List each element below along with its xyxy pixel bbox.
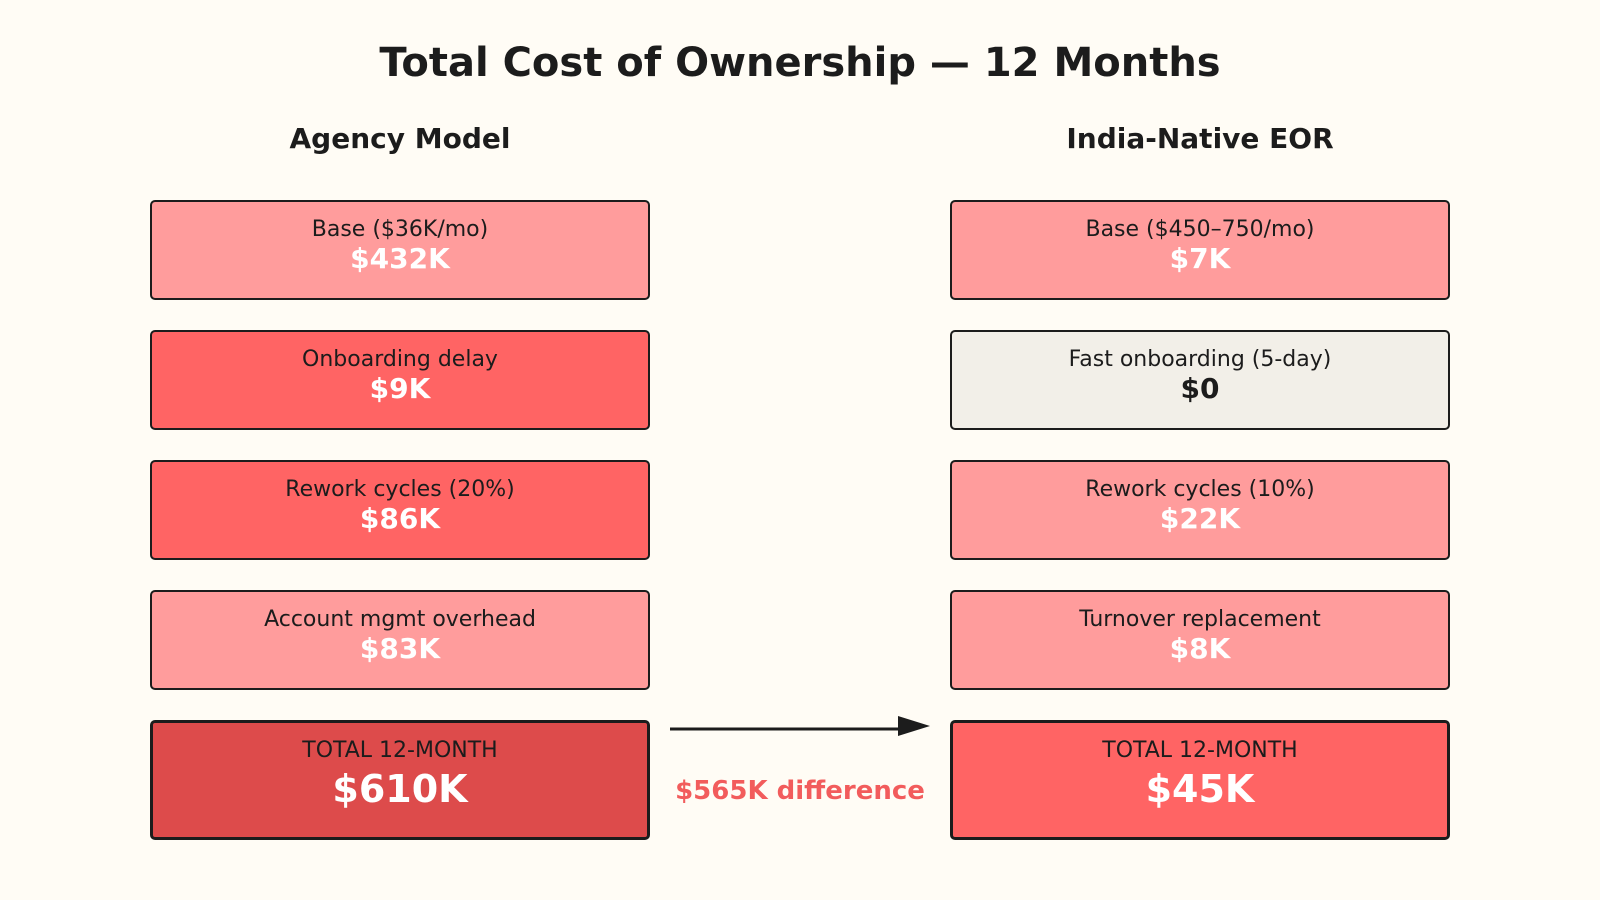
agency-onboarding-value: $9K [369, 372, 431, 405]
eor-turnover-box: Turnover replacement $8K [950, 590, 1450, 690]
eor-turnover-value: $8K [1169, 632, 1231, 665]
agency-rework-label: Rework cycles (20%) [285, 477, 515, 502]
agency-total-label: TOTAL 12-MONTH [302, 738, 498, 763]
eor-onboarding-label: Fast onboarding (5-day) [1068, 347, 1332, 372]
agency-account-mgmt-label: Account mgmt overhead [264, 607, 536, 632]
agency-onboarding-box: Onboarding delay $9K [150, 330, 650, 430]
eor-model-heading: India-Native EOR [1066, 122, 1334, 155]
eor-onboarding-value: $0 [1180, 372, 1220, 405]
eor-base-value: $7K [1169, 242, 1231, 275]
agency-rework-value: $86K [359, 502, 441, 535]
eor-total-value: $45K [1145, 767, 1255, 811]
eor-total-label: TOTAL 12-MONTH [1102, 738, 1298, 763]
eor-base-box: Base ($450–750/mo) $7K [950, 200, 1450, 300]
eor-rework-label: Rework cycles (10%) [1085, 477, 1315, 502]
eor-onboarding-box: Fast onboarding (5-day) $0 [950, 330, 1450, 430]
agency-onboarding-label: Onboarding delay [302, 347, 498, 372]
page-title: Total Cost of Ownership — 12 Months [379, 40, 1221, 86]
eor-turnover-label: Turnover replacement [1079, 607, 1321, 632]
eor-rework-box: Rework cycles (10%) $22K [950, 460, 1450, 560]
comparison-arrow-icon [670, 716, 930, 736]
agency-base-box: Base ($36K/mo) $432K [150, 200, 650, 300]
agency-rework-box: Rework cycles (20%) $86K [150, 460, 650, 560]
agency-account-mgmt-box: Account mgmt overhead $83K [150, 590, 650, 690]
eor-rework-value: $22K [1159, 502, 1241, 535]
agency-base-label: Base ($36K/mo) [311, 217, 489, 242]
agency-base-value: $432K [350, 242, 450, 275]
agency-account-mgmt-value: $83K [359, 632, 441, 665]
agency-model-heading: Agency Model [289, 122, 511, 155]
eor-base-label: Base ($450–750/mo) [1085, 217, 1315, 242]
eor-total-box: TOTAL 12-MONTH $45K [950, 720, 1450, 840]
agency-total-value: $610K [332, 767, 468, 811]
agency-total-box: TOTAL 12-MONTH $610K [150, 720, 650, 840]
difference-label: $565K difference [675, 776, 925, 806]
